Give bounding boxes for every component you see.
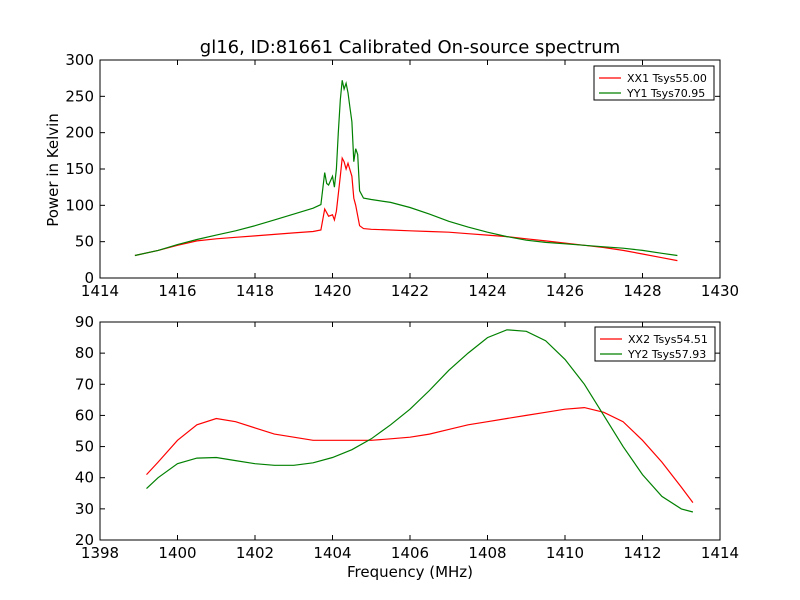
x-tick-label: 1426: [546, 282, 584, 300]
y-tick-label: 150: [65, 160, 94, 178]
x-axis-label: Frequency (MHz): [347, 563, 473, 581]
legend-box: [594, 326, 716, 362]
y-tick-label: 40: [75, 469, 94, 487]
x-tick-label: 1412: [623, 544, 661, 562]
x-tick-label: 1398: [81, 544, 119, 562]
x-tick-label: 1414: [81, 282, 119, 300]
x-tick-label: 1404: [313, 544, 351, 562]
y-tick-label: 30: [75, 500, 94, 518]
x-tick-label: 1430: [701, 282, 739, 300]
y-tick-label: 60: [75, 406, 94, 424]
legend-label: YY1 Tsys70.95: [626, 87, 705, 100]
chart-title: gl16, ID:81661 Calibrated On-source spec…: [200, 37, 620, 58]
y-tick-label: 20: [75, 531, 94, 549]
legend: XX2 Tsys54.51 YY2 Tsys57.93: [594, 326, 716, 362]
x-tick-label: 1424: [468, 282, 506, 300]
y-tick-label: 50: [75, 438, 94, 456]
x-tick-label: 1410: [546, 544, 584, 562]
legend-box: [593, 65, 715, 101]
y-tick-label: 100: [65, 196, 94, 214]
legend-label: YY2 Tsys57.93: [627, 348, 706, 361]
x-tick-label: 1406: [391, 544, 429, 562]
x-tick-label: 1422: [391, 282, 429, 300]
x-tick-label: 1428: [623, 282, 661, 300]
legend: XX1 Tsys55.00 YY1 Tsys70.95: [593, 65, 715, 101]
x-tick-label: 1416: [158, 282, 196, 300]
x-tick-label: 1408: [468, 544, 506, 562]
legend-label: XX1 Tsys55.00: [627, 72, 707, 85]
x-tick-label: 1400: [158, 544, 196, 562]
y-tick-label: 90: [75, 313, 94, 331]
x-tick-label: 1418: [236, 282, 274, 300]
x-tick-label: 1420: [313, 282, 351, 300]
series-line-yy2: [146, 329, 694, 513]
y-tick-label: 200: [65, 124, 94, 142]
series-line-yy1: [134, 80, 678, 257]
y-tick-label: 250: [65, 87, 94, 105]
x-tick-label: 1414: [701, 544, 739, 562]
y-tick-label: 80: [75, 344, 94, 362]
top-spectrum-plot: 1414 1416 1418 1420 1422 1424 1426 1428 1430 0 50 1…: [65, 51, 739, 300]
bottom-spectrum-plot: 1398 1400 1402 1404 1406 1408 1410 1412 1414 20 30…: [75, 313, 739, 562]
y-tick-label: 300: [65, 51, 94, 69]
y-tick-label: 0: [84, 269, 94, 287]
y-axis-label: Power in Kelvin: [44, 113, 62, 227]
series-line-xx1: [134, 156, 678, 262]
y-tick-label: 70: [75, 375, 94, 393]
series-line-xx2: [146, 406, 694, 503]
legend-label: XX2 Tsys54.51: [628, 333, 708, 346]
x-tick-label: 1402: [236, 544, 274, 562]
y-tick-label: 50: [75, 233, 94, 251]
